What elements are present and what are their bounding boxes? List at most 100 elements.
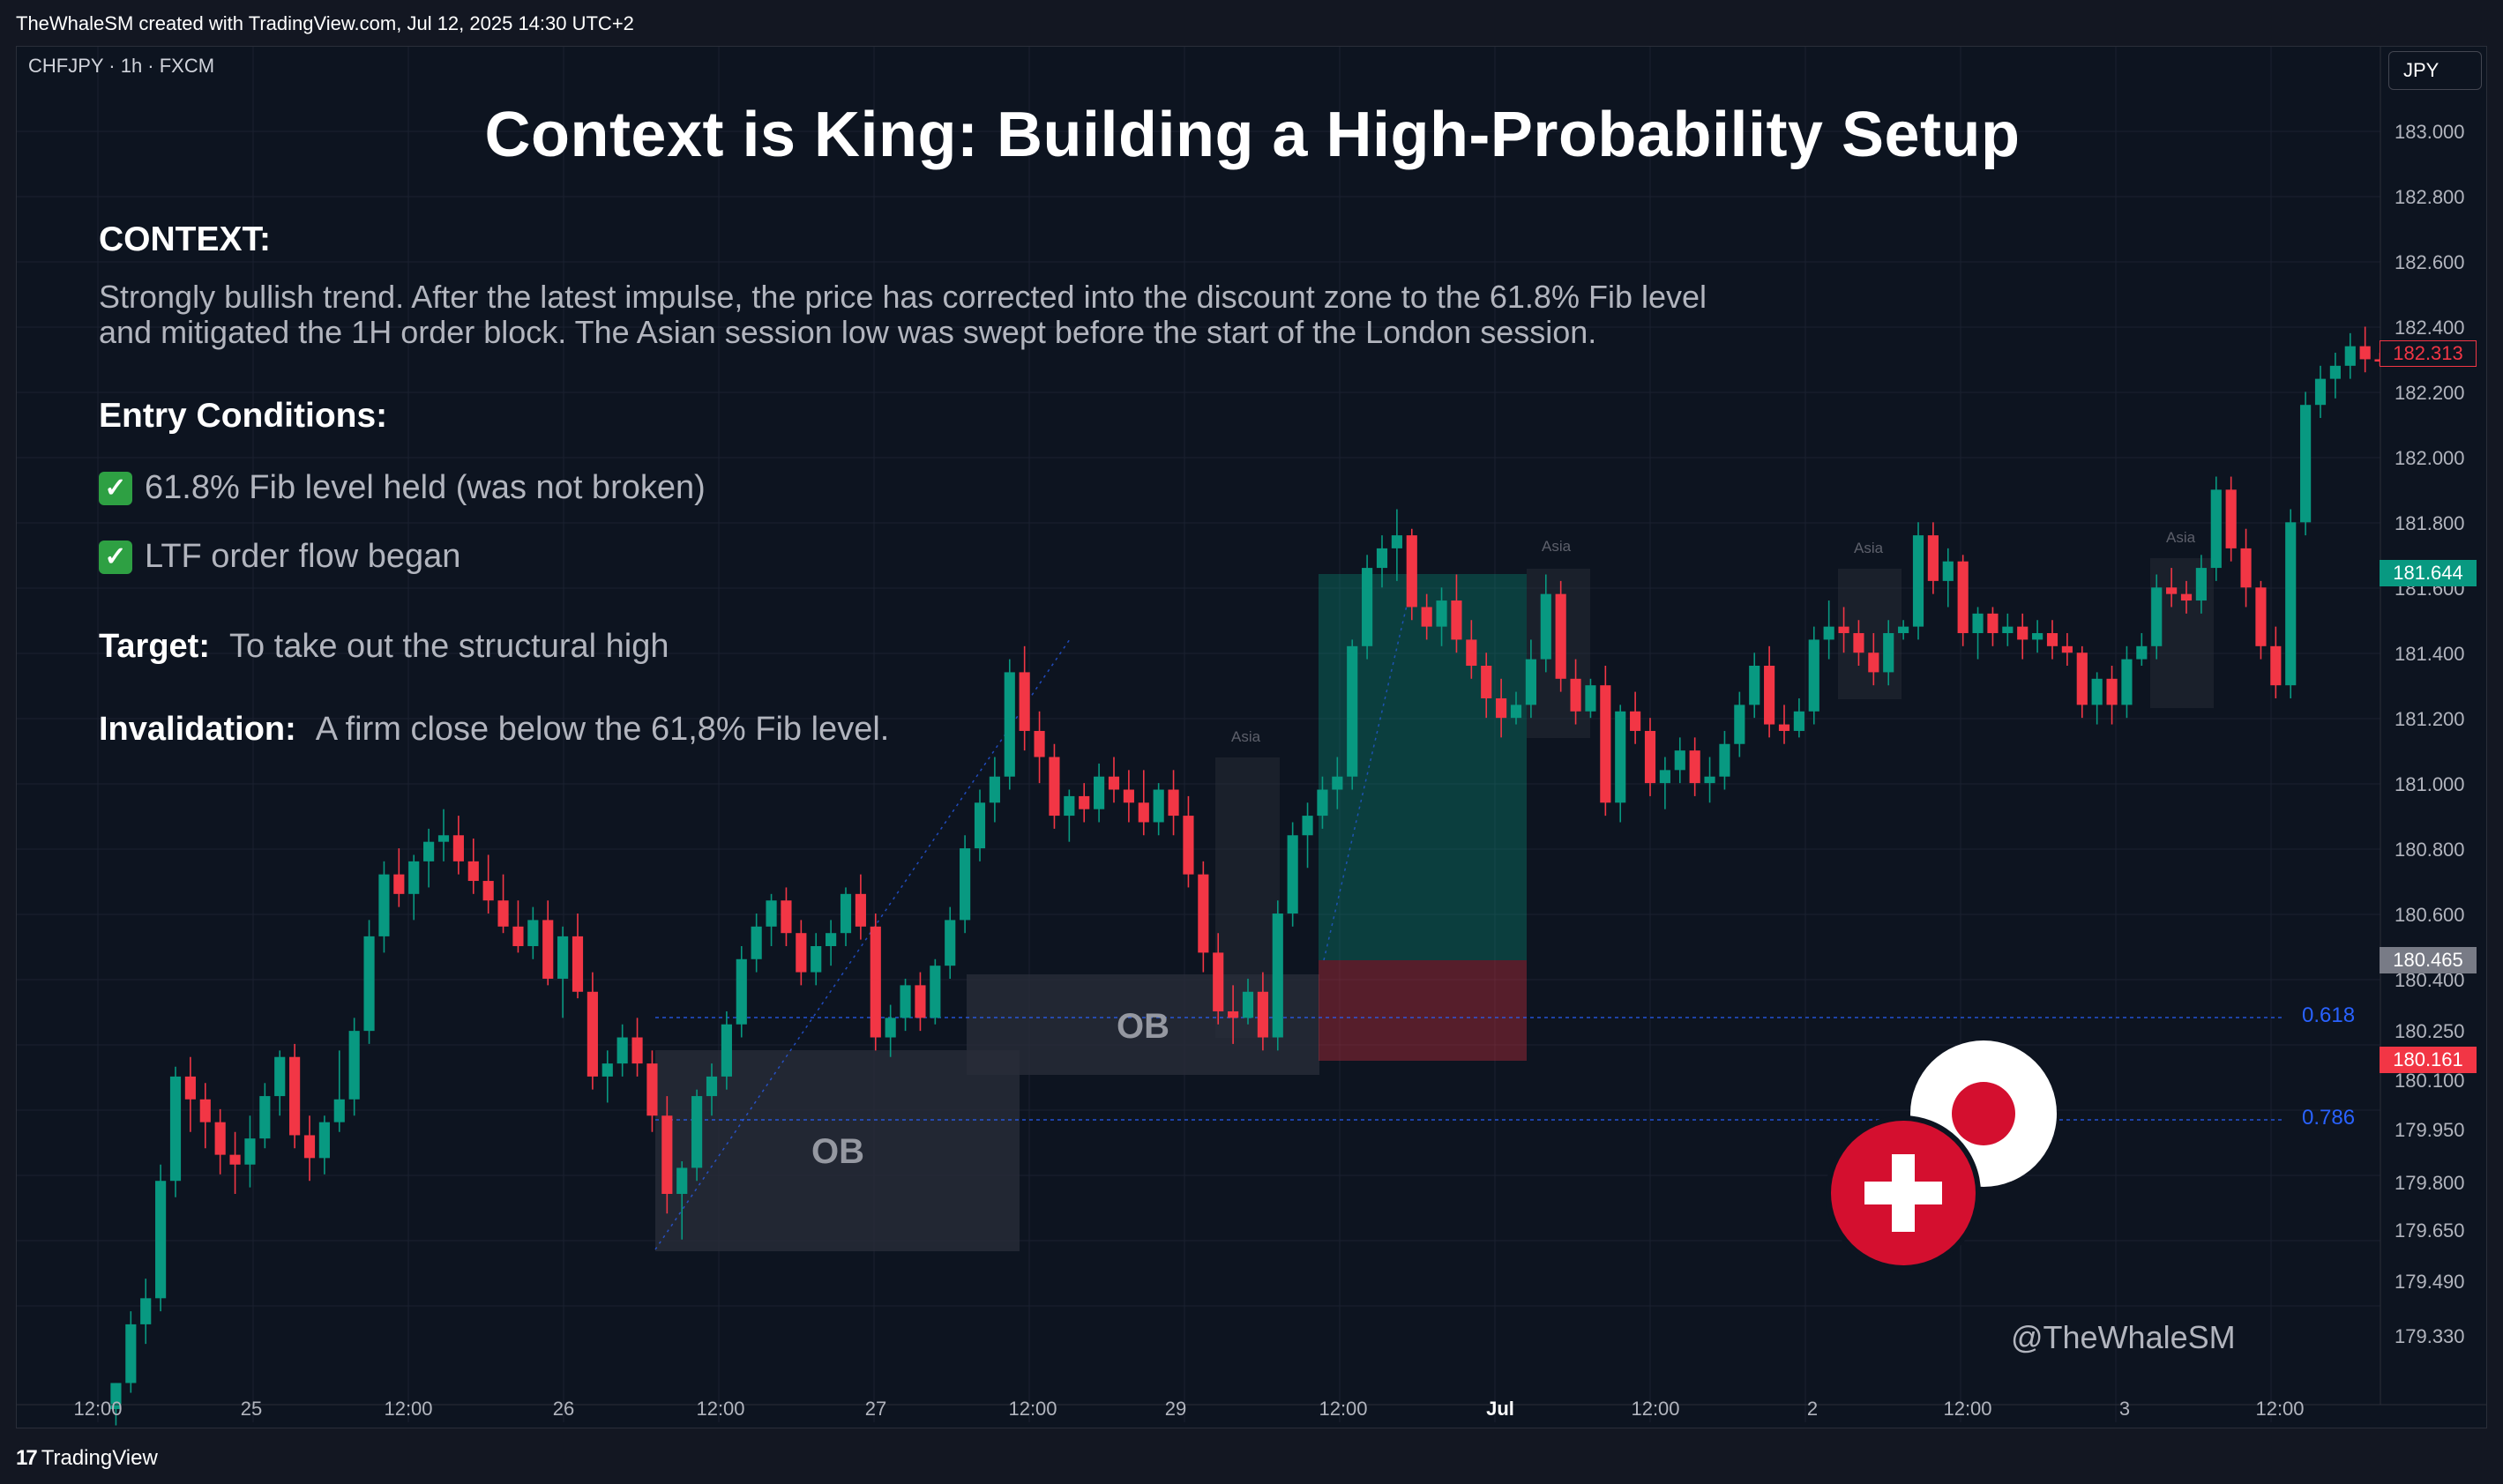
candle [1719,730,1730,790]
candle [945,906,956,979]
currency-button[interactable]: JPY [2388,51,2482,90]
candle [1600,666,1611,817]
candle-body [601,1063,613,1077]
fib-trend-line [654,638,1071,1250]
condition-text: 61.8% Fib level held (was not broken) [145,469,706,506]
candle-body [1362,568,1373,646]
price-tick-label: 182.800 [2395,186,2465,208]
candle [2076,645,2088,719]
condition-text: LTF order flow began [145,538,461,575]
candle [527,906,539,959]
candle-body [1213,952,1224,1011]
candle-body [303,1135,316,1159]
candle-body [2240,548,2252,588]
time-tick-label: 12:00 [73,1398,122,1420]
price-tick-label: 182.000 [2395,447,2465,469]
candle [1659,757,1670,809]
stop-loss-zone [1319,960,1527,1061]
time-tick-label: 29 [1165,1398,1186,1420]
candle-body [2032,633,2043,640]
candle [885,1004,896,1057]
candle [1153,783,1164,836]
candle [1764,645,1775,738]
candle [989,757,1000,823]
candle-body [1898,626,1909,634]
candle-body [989,776,1000,803]
price-tick-label: 182.400 [2395,317,2465,339]
candle [974,789,986,861]
candle-body [1764,666,1775,725]
candle [721,1010,732,1090]
candle-body [1168,789,1179,817]
time-tick-label: 12:00 [696,1398,744,1420]
candle-body [676,1167,688,1195]
candle-body [706,1076,718,1097]
tradingview-logo[interactable]: 17 TradingView [16,1446,158,1471]
top-bar: TheWhaleSM created with TradingView.com,… [0,0,2503,46]
time-tick-label: 12:00 [2255,1398,2304,1420]
candle [1034,711,1045,784]
target-line [1323,582,1413,961]
candle [587,972,598,1090]
candle-body [1451,600,1462,640]
candle-body [2210,489,2222,569]
chart-pane[interactable]: 183.000 182.800 182.600 182.400 182.200 182.0… [16,46,2487,1428]
price-chart[interactable]: 183.000 182.800 182.600 182.400 182.200 182.0… [17,47,2487,1428]
candle-body [1704,776,1715,784]
candle [140,1279,152,1345]
candle-body [1004,672,1015,777]
candle [2359,326,2371,373]
candle [1778,705,1790,744]
candle [1079,783,1090,823]
candle [1391,509,1402,581]
candle-body [1257,991,1268,1038]
candle [512,900,524,953]
candle-body [1659,770,1670,784]
candle-body [1287,835,1298,914]
candle-body [1183,816,1194,875]
candle [1644,718,1656,796]
candle-body [1347,645,1358,777]
candle-body [2344,346,2356,366]
price-tick-label: 181.000 [2395,773,2465,795]
candle [601,1050,613,1103]
candle-body [1525,659,1536,705]
candle-body [2136,645,2148,660]
candle-body [870,926,881,1038]
candle [915,972,926,1032]
candle-body [318,1122,330,1159]
time-tick-label: 12:00 [384,1398,432,1420]
candle-body [900,985,911,1018]
price-axis: 183.000 182.800 182.600 182.400 182.200 182.0… [2380,47,2465,1405]
candle [1942,548,1954,608]
candle [378,861,390,953]
symbol-label[interactable]: CHFJPY · 1h · FXCM [28,55,215,77]
candle [1912,522,1924,640]
candle-body [930,966,941,1018]
candle [423,828,435,888]
candle [2180,580,2193,614]
candle [2166,568,2178,608]
candle [2314,365,2327,418]
take-profit-price-tag: 181.644 [2380,560,2477,586]
candle-body [2091,678,2103,705]
candle-body [1644,730,1656,784]
candle [2255,580,2267,660]
candle-body [751,926,762,959]
candle [2151,574,2163,660]
candle [1927,522,1939,594]
candle [631,1018,643,1077]
candle-body [2225,489,2237,548]
candle-body [408,861,420,894]
candle-body [378,874,390,936]
candle [1615,705,1626,823]
candle [1704,757,1715,803]
candle-body [1674,750,1685,771]
candle [676,1161,688,1240]
candle [1883,620,1894,686]
candle-body [244,1138,256,1165]
candle-body [2151,587,2163,646]
candle [2017,613,2029,660]
candle-body [1853,633,1864,653]
candle-body [631,1037,643,1064]
